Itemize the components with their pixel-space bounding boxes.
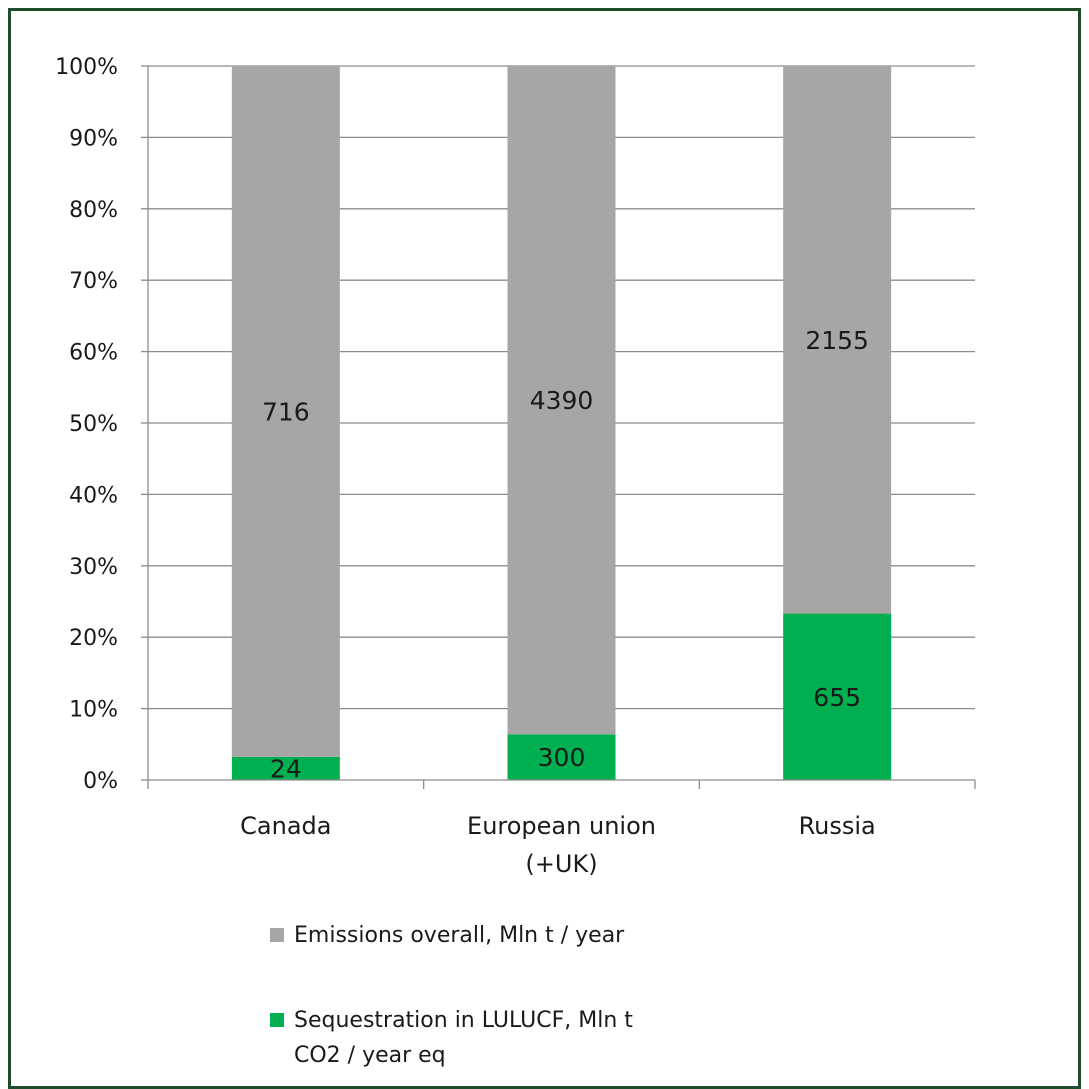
legend: Emissions overall, Mln t / year Sequestra… <box>270 923 633 1068</box>
data-labels: 24 716 300 4390 655 2155 <box>262 326 869 784</box>
bar-segment <box>783 66 892 614</box>
data-label: 24 <box>270 754 302 783</box>
bar-segment <box>507 66 616 735</box>
bar-segment <box>507 734 616 780</box>
category-label: European union <box>467 812 656 840</box>
y-tick-label: 0% <box>83 769 118 794</box>
y-tick-label: 50% <box>69 412 118 437</box>
legend-swatch <box>270 1013 284 1027</box>
y-tick-label: 10% <box>69 698 118 723</box>
y-tick-label: 100% <box>55 55 118 80</box>
bar-segment <box>231 66 340 757</box>
category-label: Canada <box>240 812 331 840</box>
y-tick-label: 20% <box>69 626 118 651</box>
data-label: 2155 <box>805 326 869 355</box>
legend-label: Emissions overall, Mln t / year <box>294 923 625 948</box>
y-tick-label: 90% <box>69 126 118 151</box>
bar-segment <box>231 756 340 780</box>
bar-segment <box>783 613 892 780</box>
legend-label: Sequestration in LULUCF, Mln t <box>294 1008 633 1033</box>
category-label: Russia <box>799 812 876 840</box>
data-label: 655 <box>813 683 861 712</box>
legend-label: CO2 / year eq <box>294 1043 446 1068</box>
y-tick-label: 40% <box>69 483 118 508</box>
y-tick-label: 80% <box>69 198 118 223</box>
legend-swatch <box>270 928 284 942</box>
data-label: 716 <box>262 397 310 426</box>
bars <box>231 66 892 780</box>
data-label: 4390 <box>530 386 594 415</box>
y-tick-label: 30% <box>69 555 118 580</box>
y-tick-label: 60% <box>69 341 118 366</box>
y-tick-label: 70% <box>69 269 118 294</box>
axes: 0% 10% 20% 30% 40% 50% 60% 70% 80% 90% 100% Canada E… <box>55 55 976 878</box>
category-label: (+UK) <box>525 850 597 878</box>
data-label: 300 <box>538 743 586 772</box>
